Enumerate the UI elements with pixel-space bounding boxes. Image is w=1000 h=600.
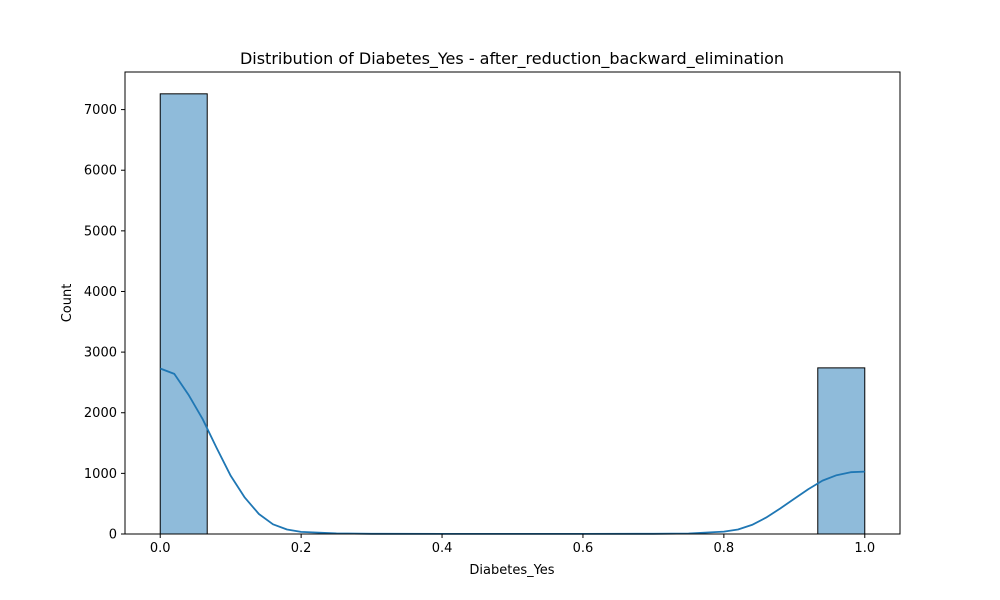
chart-title: Distribution of Diabetes_Yes - after_red… xyxy=(240,49,784,69)
y-axis: 0 1000 2000 3000 4000 5000 6000 7000 xyxy=(84,103,125,543)
y-tick-label: 0 xyxy=(109,528,117,543)
y-tick-label: 2000 xyxy=(84,406,117,421)
histogram-bar-2 xyxy=(817,367,866,535)
y-tick-label: 1000 xyxy=(84,467,117,482)
x-axis: 0.0 0.2 0.4 0.6 0.8 1.0 xyxy=(150,534,875,556)
x-tick-label: 0.6 xyxy=(573,541,594,556)
x-tick-label: 1.0 xyxy=(854,541,875,556)
x-tick-label: 0.4 xyxy=(432,541,453,556)
y-tick-label: 3000 xyxy=(84,346,117,361)
plot-area xyxy=(159,93,866,535)
y-tick-label: 7000 xyxy=(84,103,117,118)
kde-line xyxy=(159,367,865,535)
x-tick-label: 0.8 xyxy=(714,541,735,556)
y-axis-label: Count xyxy=(60,284,75,323)
x-axis-label: Diabetes_Yes xyxy=(469,563,554,578)
x-tick-label: 0.2 xyxy=(291,541,312,556)
plot-frame xyxy=(124,71,901,535)
histogram-bar-1 xyxy=(159,93,208,535)
x-tick-label: 0.0 xyxy=(150,541,171,556)
y-tick-label: 6000 xyxy=(84,164,117,179)
y-tick-label: 5000 xyxy=(84,224,117,239)
y-tick-label: 4000 xyxy=(84,285,117,300)
